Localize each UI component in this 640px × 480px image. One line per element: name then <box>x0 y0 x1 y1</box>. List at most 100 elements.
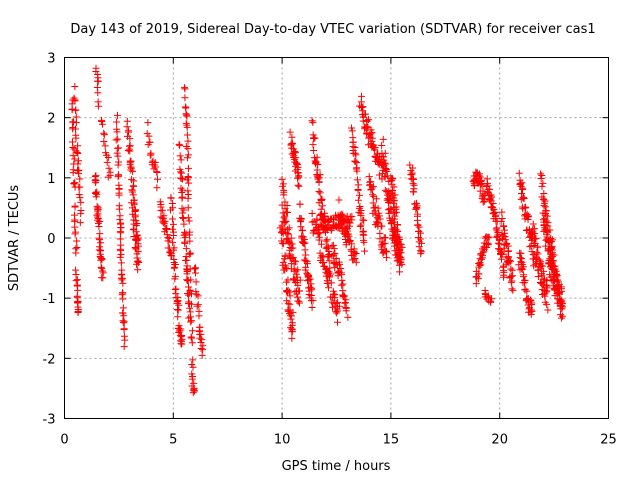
data-point <box>183 256 191 264</box>
data-point <box>96 217 104 225</box>
data-point <box>398 243 406 251</box>
data-point <box>180 206 188 214</box>
data-point <box>381 186 389 194</box>
data-point <box>498 255 506 263</box>
data-point <box>128 204 136 212</box>
data-point <box>472 280 480 288</box>
data-point <box>478 181 486 189</box>
data-point <box>288 139 296 147</box>
data-point <box>413 204 421 212</box>
data-point <box>498 250 506 258</box>
data-point <box>279 240 287 248</box>
data-point <box>374 204 382 212</box>
data-point <box>314 161 322 169</box>
data-point <box>76 194 84 202</box>
data-point <box>338 276 346 284</box>
data-point <box>391 191 399 199</box>
data-point <box>128 188 136 196</box>
data-point <box>119 279 127 287</box>
x-tick-label: 0 <box>60 433 68 448</box>
data-point <box>129 210 137 218</box>
data-point <box>558 287 566 295</box>
data-point <box>392 208 400 216</box>
data-point <box>114 135 122 143</box>
data-point <box>554 276 562 284</box>
data-point <box>354 196 362 204</box>
data-point <box>517 249 525 257</box>
y-tick-label: -2 <box>43 352 56 367</box>
data-point <box>475 170 483 178</box>
data-point <box>125 128 133 136</box>
data-point <box>526 243 534 251</box>
data-point <box>113 128 121 136</box>
data-point <box>281 252 289 260</box>
data-point <box>184 191 192 199</box>
data-point <box>557 311 565 319</box>
data-point <box>329 241 337 249</box>
data-point <box>522 203 530 211</box>
data-point <box>484 182 492 190</box>
data-point <box>397 240 405 248</box>
data-point <box>414 210 422 218</box>
data-point <box>71 82 79 90</box>
data-point <box>317 196 325 204</box>
data-point <box>538 271 546 279</box>
data-point <box>531 235 539 243</box>
data-point <box>189 363 197 371</box>
data-point <box>476 173 484 181</box>
data-point <box>544 306 552 314</box>
data-point <box>177 184 185 192</box>
data-point <box>69 166 77 174</box>
data-point <box>294 281 302 289</box>
data-point <box>178 186 186 194</box>
data-point <box>507 265 515 273</box>
data-point <box>308 284 316 292</box>
data-point <box>495 235 503 243</box>
data-point <box>342 304 350 312</box>
data-point <box>198 351 206 359</box>
data-point <box>520 194 528 202</box>
data-point <box>184 204 192 212</box>
data-point <box>359 216 367 224</box>
data-point <box>115 185 123 193</box>
data-point <box>534 250 542 258</box>
data-point <box>133 254 141 262</box>
data-point <box>308 209 316 217</box>
y-tick-label: 0 <box>47 232 55 247</box>
data-point <box>500 226 508 234</box>
grid <box>64 57 609 419</box>
data-point <box>368 129 376 137</box>
data-point <box>331 250 339 258</box>
data-point <box>293 159 301 167</box>
data-point <box>97 263 105 271</box>
data-point <box>129 167 137 175</box>
data-point <box>338 210 346 218</box>
data-point <box>98 254 106 262</box>
data-point <box>518 179 526 187</box>
data-point <box>171 263 179 271</box>
data-point <box>341 299 349 307</box>
data-point <box>287 234 295 242</box>
data-point <box>73 282 81 290</box>
data-point <box>385 195 393 203</box>
data-point <box>112 136 120 144</box>
data-point <box>117 224 125 232</box>
data-point <box>189 356 197 364</box>
data-point <box>368 184 376 192</box>
data-point <box>392 239 400 247</box>
data-point <box>94 77 102 85</box>
data-point <box>98 255 106 263</box>
data-point <box>184 283 192 291</box>
data-point <box>354 181 362 189</box>
data-point <box>192 278 200 286</box>
data-point <box>335 196 343 204</box>
data-point <box>359 103 367 111</box>
data-point <box>339 280 347 288</box>
data-point <box>367 130 375 138</box>
data-point <box>194 301 202 309</box>
data-point <box>496 245 504 253</box>
data-point <box>557 314 565 322</box>
data-point <box>144 119 152 127</box>
data-point <box>538 182 546 190</box>
